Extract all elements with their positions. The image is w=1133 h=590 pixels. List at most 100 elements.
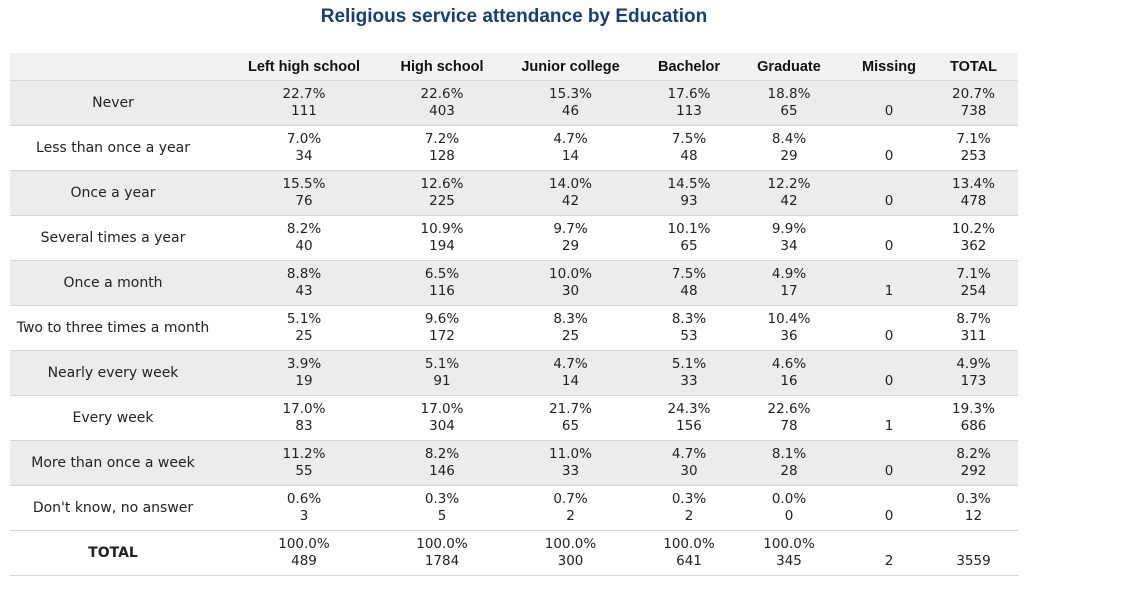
corner-cell: [10, 53, 216, 81]
total-percent: 8.2%: [956, 446, 991, 462]
row-label: Don't know, no answer: [10, 485, 216, 531]
total-cell: 7.1% 254: [929, 260, 1018, 306]
total-cell: 7.1% 253: [929, 125, 1018, 171]
cell-count: 156: [676, 418, 702, 434]
cell-percent: 5.1%: [671, 356, 707, 372]
table-row: Two to three times a month 5.1% 25 9.6% 172 8…: [10, 305, 1018, 351]
data-cell: 100.0% 1784: [392, 530, 492, 576]
cell-count: 48: [680, 148, 698, 164]
table-row: Several times a year 8.2% 40 10.9% 194 9.7% 29…: [10, 215, 1018, 261]
data-cell: 21.7% 65: [492, 395, 649, 441]
cell-count: 14: [561, 148, 580, 164]
total-count: 173: [960, 373, 987, 389]
cell-percent: 0.0%: [771, 491, 807, 507]
row-label: TOTAL: [10, 530, 216, 576]
data-cell: 5.1% 91: [392, 350, 492, 396]
cell-percent: 100.0%: [278, 536, 330, 552]
cell-percent: 9.7%: [553, 221, 588, 237]
cell-percent: 7.0%: [286, 131, 322, 147]
cell-count: 489: [291, 553, 317, 569]
cell-count: 225: [429, 193, 455, 209]
total-cell: 8.7% 311: [929, 305, 1018, 351]
cell-count: 42: [561, 193, 580, 209]
row-label: Less than once a year: [10, 125, 216, 171]
cell-count: 55: [295, 463, 313, 479]
total-cell: 4.9% 173: [929, 350, 1018, 396]
page-title: Religious service attendance by Educatio…: [320, 6, 708, 27]
cell-count: 172: [429, 328, 455, 344]
data-cell: 0.3% 2: [649, 485, 729, 531]
data-cell: 5.1% 25: [216, 305, 392, 351]
cell-count: 76: [295, 193, 313, 209]
data-cell: 8.4% 29: [729, 125, 849, 171]
data-cell: 0.7% 2: [492, 485, 649, 531]
cell-count: 36: [780, 328, 798, 344]
total-count: 292: [960, 463, 987, 479]
column-header: Graduate: [729, 53, 849, 81]
missing-count: 0: [884, 463, 894, 479]
cell-count: 46: [561, 103, 580, 119]
missing-cell: 0: [849, 215, 929, 261]
cell-percent: 10.9%: [420, 221, 464, 237]
missing-cell: 0: [849, 305, 929, 351]
total-count: 3559: [956, 553, 991, 569]
cell-count: 17: [780, 283, 798, 299]
cell-percent: 8.1%: [771, 446, 807, 462]
row-label: Two to three times a month: [10, 305, 216, 351]
missing-cell: 0: [849, 350, 929, 396]
cell-percent: 10.1%: [667, 221, 711, 237]
cell-percent: 14.5%: [667, 176, 711, 192]
data-cell: 8.8% 43: [216, 260, 392, 306]
data-cell: 11.0% 33: [492, 440, 649, 486]
cell-percent: 7.5%: [671, 266, 707, 282]
row-label: More than once a week: [10, 440, 216, 486]
row-label: Never: [10, 80, 216, 126]
total-percent: 20.7%: [952, 86, 995, 102]
cell-count: 91: [433, 373, 451, 389]
cell-count: 83: [295, 418, 313, 434]
total-count: 686: [960, 418, 987, 434]
cell-count: 30: [561, 283, 580, 299]
total-count: 738: [960, 103, 987, 119]
missing-count: 0: [884, 103, 894, 119]
header-row: Left high school High school Junior coll…: [10, 53, 1018, 81]
data-cell: 8.3% 53: [649, 305, 729, 351]
missing-cell: 2: [849, 530, 929, 576]
cell-percent: 0.3%: [424, 491, 460, 507]
column-header: TOTAL: [929, 53, 1018, 81]
total-count: 254: [960, 283, 987, 299]
cell-percent: 4.7%: [553, 131, 588, 147]
data-cell: 9.7% 29: [492, 215, 649, 261]
data-cell: 17.0% 83: [216, 395, 392, 441]
column-header: High school: [392, 53, 492, 81]
data-cell: 6.5% 116: [392, 260, 492, 306]
data-cell: 15.5% 76: [216, 170, 392, 216]
data-cell: 0.6% 3: [216, 485, 392, 531]
cell-count: 116: [429, 283, 455, 299]
table-row: More than once a week 11.2% 55 8.2% 146 11.0%…: [10, 440, 1018, 486]
cell-percent: 100.0%: [544, 536, 597, 552]
cell-count: 403: [429, 103, 455, 119]
cell-percent: 6.5%: [424, 266, 460, 282]
data-cell: 10.9% 194: [392, 215, 492, 261]
cell-percent: 0.6%: [286, 491, 322, 507]
cell-count: 128: [429, 148, 455, 164]
column-header: Bachelor: [649, 53, 729, 81]
missing-cell: 0: [849, 440, 929, 486]
data-cell: 100.0% 345: [729, 530, 849, 576]
cell-count: 65: [561, 418, 580, 434]
data-cell: 24.3% 156: [649, 395, 729, 441]
cell-percent: 10.0%: [549, 266, 592, 282]
data-cell: 4.7% 14: [492, 125, 649, 171]
column-header: Junior college: [492, 53, 649, 81]
data-cell: 17.0% 304: [392, 395, 492, 441]
cell-count: 2: [566, 508, 575, 524]
cell-count: 3: [299, 508, 309, 524]
cell-count: 25: [561, 328, 580, 344]
data-cell: 12.6% 225: [392, 170, 492, 216]
missing-count: 1: [884, 283, 894, 299]
missing-count: 0: [884, 373, 894, 389]
table-row: Once a month 8.8% 43 6.5% 116 10.0% 30 7.5% 48 4.…: [10, 260, 1018, 306]
total-percent: 0.3%: [956, 491, 991, 507]
cell-percent: 5.1%: [286, 311, 322, 327]
